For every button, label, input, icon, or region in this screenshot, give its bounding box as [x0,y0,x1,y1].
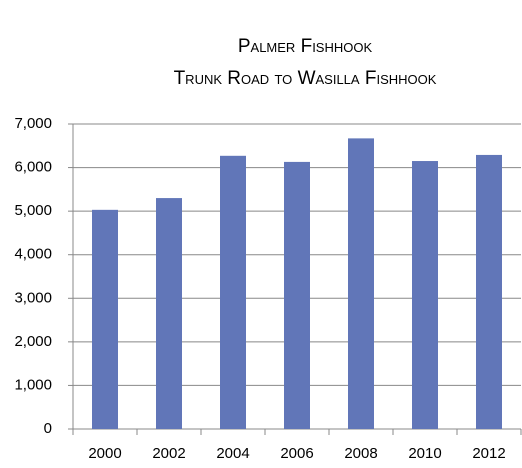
x-tick-label: 2006 [280,445,313,462]
x-tick-label: 2002 [152,445,185,462]
bar [476,154,502,429]
x-tick-label: 2008 [344,445,377,462]
y-tick-label: 7,000 [14,115,52,132]
x-tick-label: 2012 [472,445,505,462]
chart-title: Palmer Fishhook [238,36,373,57]
bar [156,198,182,429]
bar [284,161,310,429]
x-tick-label: 2000 [88,445,121,462]
y-tick-label: 3,000 [14,289,52,306]
bar [412,161,438,430]
y-tick-label: 5,000 [14,202,52,219]
y-tick-label: 4,000 [14,246,52,263]
bar [348,138,374,429]
bar [92,209,118,429]
chart-subtitle: Trunk Road to Wasilla Fishhook [174,68,437,89]
x-tick-label: 2010 [408,445,441,462]
y-tick-label: 6,000 [14,159,52,176]
y-tick-label: 0 [44,420,52,437]
x-tick-label: 2004 [216,445,249,462]
y-tick-label: 2,000 [14,333,52,350]
bar [220,155,246,430]
y-tick-label: 1,000 [14,376,52,393]
